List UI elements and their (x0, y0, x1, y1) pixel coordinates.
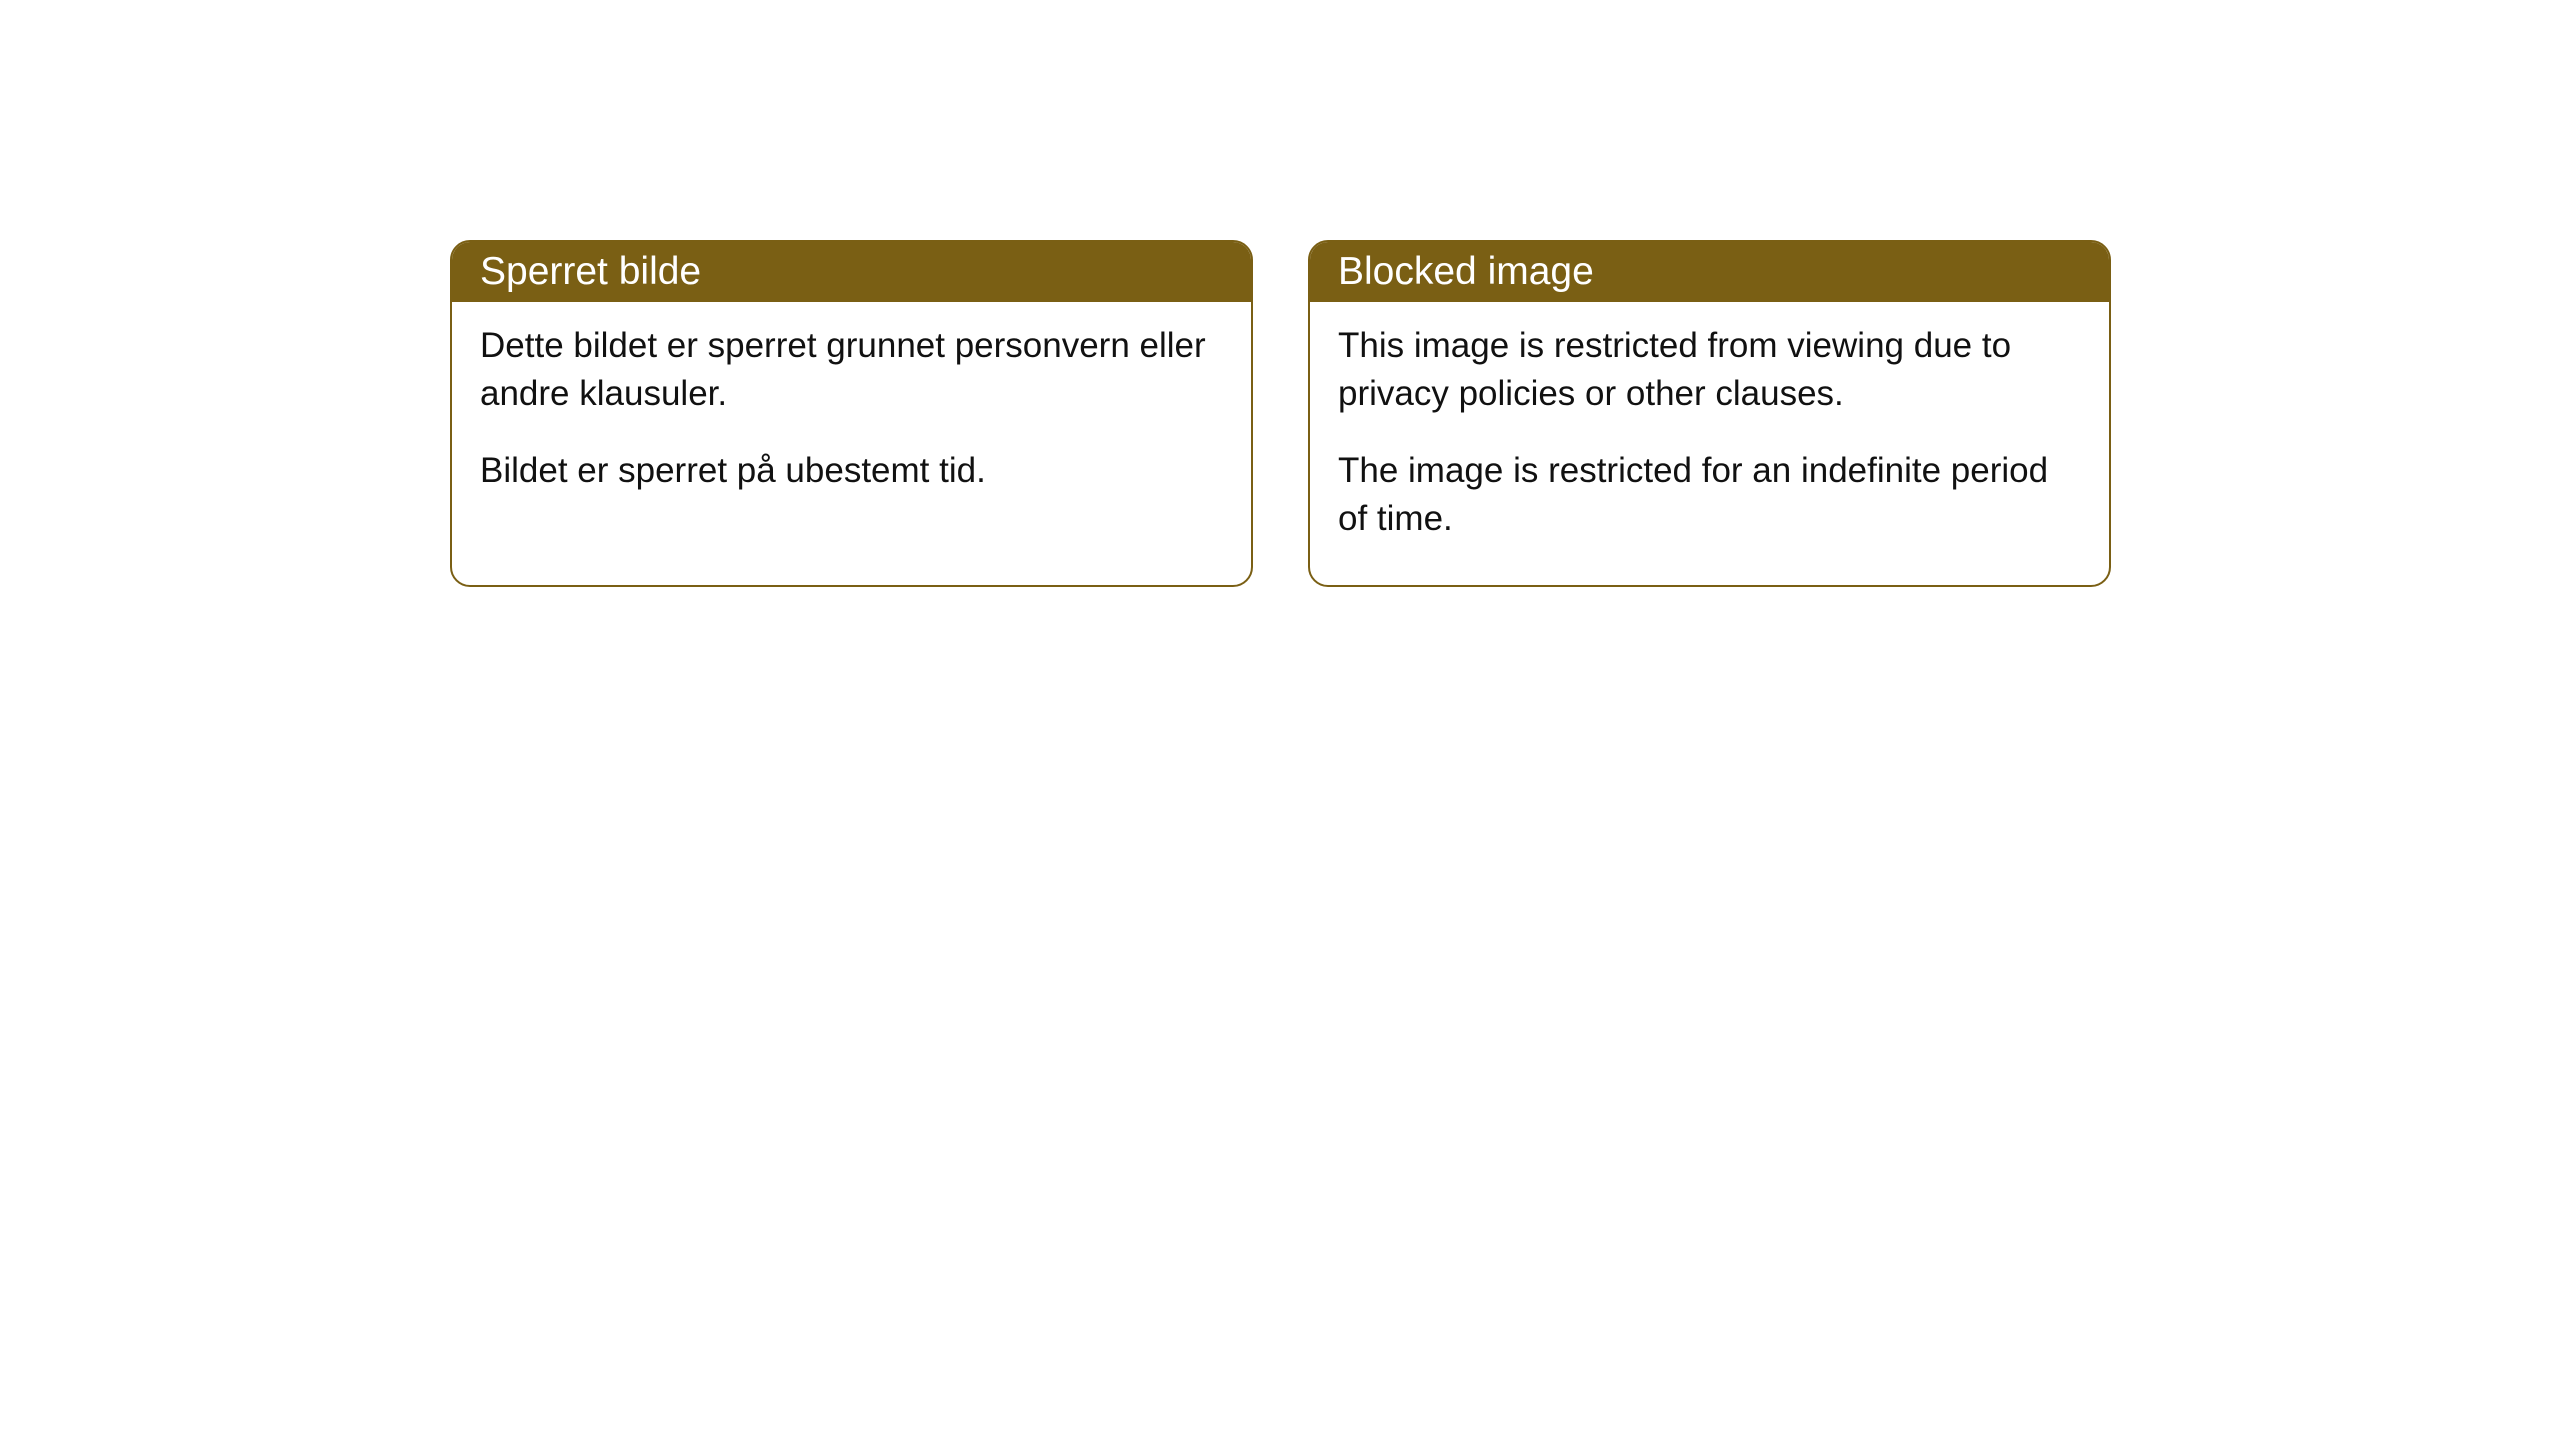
card-body-norwegian: Dette bildet er sperret grunnet personve… (452, 302, 1251, 537)
card-paragraph-1-norwegian: Dette bildet er sperret grunnet personve… (480, 322, 1223, 419)
card-header-english: Blocked image (1310, 242, 2109, 302)
card-header-norwegian: Sperret bilde (452, 242, 1251, 302)
card-paragraph-1-english: This image is restricted from viewing du… (1338, 322, 2081, 419)
card-paragraph-2-english: The image is restricted for an indefinit… (1338, 447, 2081, 544)
card-title-norwegian: Sperret bilde (480, 250, 701, 293)
card-paragraph-2-norwegian: Bildet er sperret på ubestemt tid. (480, 447, 1223, 495)
info-card-norwegian: Sperret bilde Dette bildet er sperret gr… (450, 240, 1253, 587)
card-title-english: Blocked image (1338, 250, 1594, 293)
info-card-english: Blocked image This image is restricted f… (1308, 240, 2111, 587)
info-cards-container: Sperret bilde Dette bildet er sperret gr… (450, 240, 2560, 587)
card-body-english: This image is restricted from viewing du… (1310, 302, 2109, 585)
